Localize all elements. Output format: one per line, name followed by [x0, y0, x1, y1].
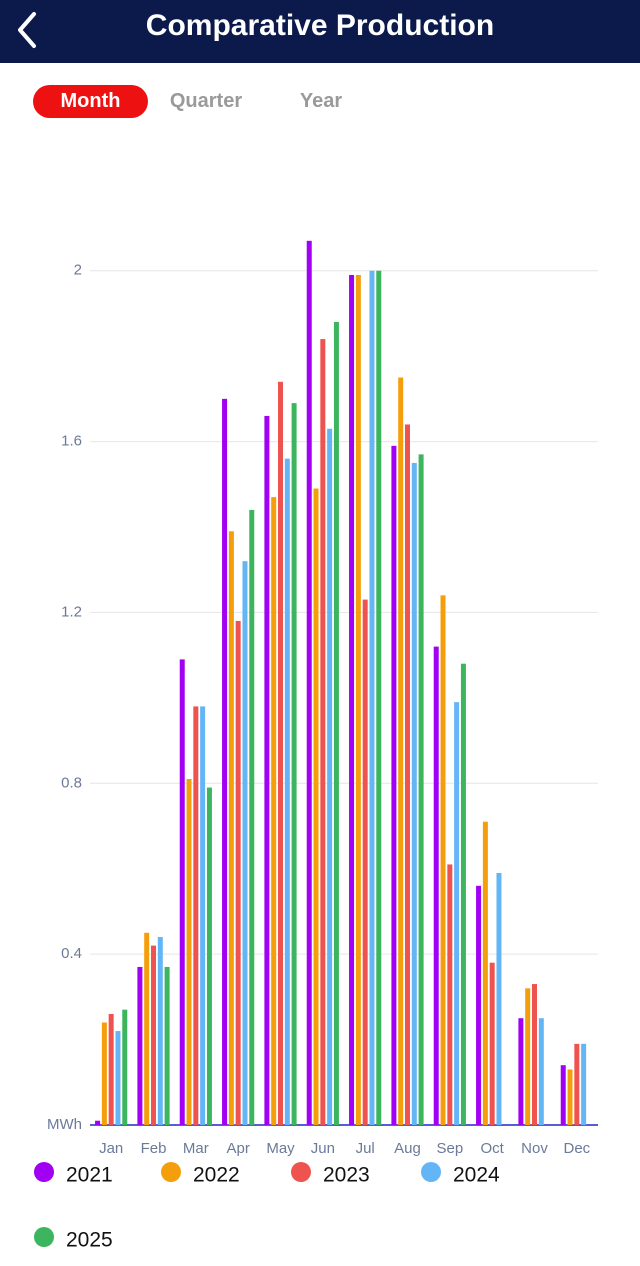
x-tick-label: May [266, 1140, 295, 1157]
bar [525, 988, 531, 1125]
y-tick-label: MWh [47, 1116, 82, 1133]
bar [447, 864, 453, 1125]
bar [228, 531, 234, 1125]
bar [193, 706, 199, 1125]
bar [157, 937, 163, 1125]
bar [222, 398, 228, 1125]
bar [398, 377, 404, 1125]
bar [574, 1043, 580, 1125]
bar [567, 1069, 573, 1125]
bar [284, 458, 290, 1126]
bar [369, 270, 375, 1125]
bar [333, 321, 339, 1125]
x-tick-label: Nov [521, 1140, 548, 1157]
bar [108, 1013, 114, 1125]
header: Comparative Production [0, 0, 640, 63]
x-tick-label: Jun [311, 1140, 335, 1157]
bar [460, 663, 466, 1125]
x-tick-label: Feb [141, 1140, 167, 1157]
legend-label: 2024 [453, 1164, 500, 1187]
bar [411, 462, 417, 1125]
bar [137, 966, 143, 1125]
bar [115, 1031, 121, 1125]
bar [496, 872, 502, 1125]
legend-label: 2025 [66, 1229, 113, 1252]
legend-label: 2023 [323, 1164, 370, 1187]
bar [405, 424, 410, 1125]
x-tick-label: Sep [436, 1140, 463, 1157]
bar [476, 885, 482, 1125]
bar [560, 1065, 566, 1125]
bar [151, 945, 156, 1125]
y-tick-label: 1.2 [61, 603, 82, 620]
x-tick-label: Aug [394, 1140, 421, 1157]
x-tick-label: Mar [183, 1140, 209, 1157]
bar [200, 706, 206, 1125]
legend-swatch [34, 1162, 54, 1182]
bar [249, 509, 255, 1125]
bar [101, 1022, 107, 1125]
legend-swatch [291, 1162, 311, 1182]
bar [454, 702, 460, 1125]
bar [581, 1043, 587, 1125]
bar [291, 403, 297, 1126]
bar [418, 454, 424, 1125]
bar [144, 932, 150, 1125]
bar [164, 966, 170, 1125]
bar [538, 1018, 544, 1125]
bar [532, 984, 537, 1125]
x-tick-label: Oct [480, 1140, 504, 1157]
back-button[interactable] [12, 10, 42, 50]
bar [95, 1120, 101, 1125]
bar [327, 428, 333, 1125]
legend-swatch [161, 1162, 181, 1182]
y-tick-label: 1.6 [61, 433, 82, 450]
bar [306, 240, 312, 1126]
y-tick-label: 0.8 [61, 774, 82, 791]
bar [278, 381, 283, 1125]
bar [313, 488, 319, 1125]
legend-swatch [34, 1227, 54, 1247]
bar [355, 274, 361, 1125]
page-title: Comparative Production [145, 9, 495, 42]
bar [362, 599, 368, 1125]
tab[interactable]: Month [33, 85, 148, 118]
bar [235, 620, 241, 1125]
tab[interactable]: Year [299, 90, 343, 112]
bar [489, 962, 495, 1125]
bar [242, 561, 248, 1125]
legend-swatch [421, 1162, 441, 1182]
legend-label: 2021 [66, 1164, 113, 1187]
bar [186, 779, 192, 1125]
bar [179, 659, 185, 1125]
bar [518, 1018, 524, 1125]
x-tick-label: Apr [226, 1140, 249, 1157]
bar [349, 274, 355, 1125]
x-tick-label: Jan [99, 1140, 123, 1157]
bar [206, 787, 212, 1125]
y-tick-label: 2 [74, 262, 82, 279]
bar [440, 595, 446, 1125]
legend-label: 2022 [193, 1164, 240, 1187]
bar [122, 1009, 128, 1125]
x-tick-label: Dec [563, 1140, 590, 1157]
bar [376, 270, 382, 1125]
bar [320, 339, 326, 1125]
bar [391, 445, 397, 1125]
bar [271, 497, 277, 1126]
tab[interactable]: Quarter [169, 90, 243, 112]
bar [433, 646, 439, 1125]
x-tick-label: Jul [356, 1140, 375, 1157]
y-tick-label: 0.4 [61, 945, 82, 962]
bar [482, 821, 488, 1125]
bar [264, 415, 270, 1125]
